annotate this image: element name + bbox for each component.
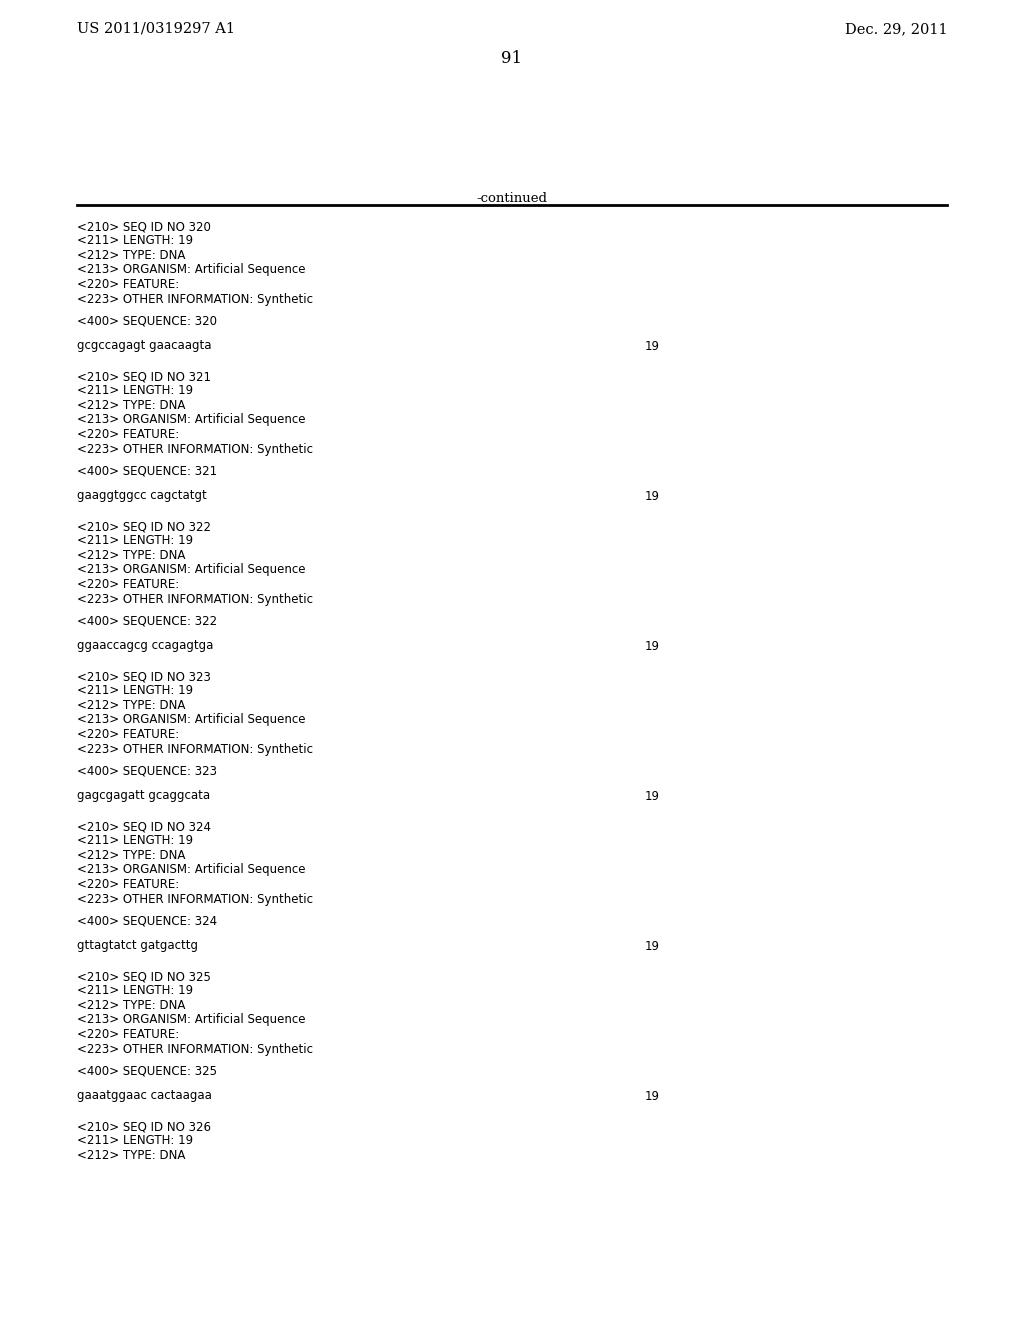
Text: <211> LENGTH: 19: <211> LENGTH: 19: [77, 685, 193, 697]
Text: <213> ORGANISM: Artificial Sequence: <213> ORGANISM: Artificial Sequence: [77, 413, 305, 426]
Text: <213> ORGANISM: Artificial Sequence: <213> ORGANISM: Artificial Sequence: [77, 264, 305, 276]
Text: 19: 19: [645, 940, 660, 953]
Text: gttagtatct gatgacttg: gttagtatct gatgacttg: [77, 940, 198, 953]
Text: <212> TYPE: DNA: <212> TYPE: DNA: [77, 1148, 185, 1162]
Text: <210> SEQ ID NO 326: <210> SEQ ID NO 326: [77, 1119, 211, 1133]
Text: <220> FEATURE:: <220> FEATURE:: [77, 878, 179, 891]
Text: US 2011/0319297 A1: US 2011/0319297 A1: [77, 22, 234, 36]
Text: <223> OTHER INFORMATION: Synthetic: <223> OTHER INFORMATION: Synthetic: [77, 892, 312, 906]
Text: gaaggtggcc cagctatgt: gaaggtggcc cagctatgt: [77, 490, 207, 503]
Text: <210> SEQ ID NO 325: <210> SEQ ID NO 325: [77, 970, 211, 983]
Text: 19: 19: [645, 339, 660, 352]
Text: <223> OTHER INFORMATION: Synthetic: <223> OTHER INFORMATION: Synthetic: [77, 293, 312, 305]
Text: <210> SEQ ID NO 322: <210> SEQ ID NO 322: [77, 520, 211, 533]
Text: <400> SEQUENCE: 322: <400> SEQUENCE: 322: [77, 615, 217, 628]
Text: 19: 19: [645, 490, 660, 503]
Text: <223> OTHER INFORMATION: Synthetic: <223> OTHER INFORMATION: Synthetic: [77, 1043, 312, 1056]
Text: <210> SEQ ID NO 323: <210> SEQ ID NO 323: [77, 671, 211, 682]
Text: gaaatggaac cactaagaa: gaaatggaac cactaagaa: [77, 1089, 212, 1102]
Text: <213> ORGANISM: Artificial Sequence: <213> ORGANISM: Artificial Sequence: [77, 1014, 305, 1027]
Text: <210> SEQ ID NO 320: <210> SEQ ID NO 320: [77, 220, 211, 234]
Text: <210> SEQ ID NO 324: <210> SEQ ID NO 324: [77, 820, 211, 833]
Text: <211> LENGTH: 19: <211> LENGTH: 19: [77, 834, 193, 847]
Text: ggaaccagcg ccagagtga: ggaaccagcg ccagagtga: [77, 639, 213, 652]
Text: -continued: -continued: [476, 191, 548, 205]
Text: <213> ORGANISM: Artificial Sequence: <213> ORGANISM: Artificial Sequence: [77, 714, 305, 726]
Text: <212> TYPE: DNA: <212> TYPE: DNA: [77, 249, 185, 261]
Text: Dec. 29, 2011: Dec. 29, 2011: [845, 22, 947, 36]
Text: <211> LENGTH: 19: <211> LENGTH: 19: [77, 384, 193, 397]
Text: <210> SEQ ID NO 321: <210> SEQ ID NO 321: [77, 370, 211, 383]
Text: <220> FEATURE:: <220> FEATURE:: [77, 279, 179, 290]
Text: <400> SEQUENCE: 320: <400> SEQUENCE: 320: [77, 315, 217, 327]
Text: gagcgagatt gcaggcata: gagcgagatt gcaggcata: [77, 789, 210, 803]
Text: <211> LENGTH: 19: <211> LENGTH: 19: [77, 985, 193, 998]
Text: <400> SEQUENCE: 321: <400> SEQUENCE: 321: [77, 465, 217, 478]
Text: <212> TYPE: DNA: <212> TYPE: DNA: [77, 999, 185, 1012]
Text: <212> TYPE: DNA: <212> TYPE: DNA: [77, 849, 185, 862]
Text: <220> FEATURE:: <220> FEATURE:: [77, 428, 179, 441]
Text: <212> TYPE: DNA: <212> TYPE: DNA: [77, 549, 185, 562]
Text: <223> OTHER INFORMATION: Synthetic: <223> OTHER INFORMATION: Synthetic: [77, 742, 312, 755]
Text: <212> TYPE: DNA: <212> TYPE: DNA: [77, 399, 185, 412]
Text: <220> FEATURE:: <220> FEATURE:: [77, 1028, 179, 1041]
Text: 19: 19: [645, 789, 660, 803]
Text: <211> LENGTH: 19: <211> LENGTH: 19: [77, 1134, 193, 1147]
Text: 19: 19: [645, 1089, 660, 1102]
Text: <400> SEQUENCE: 323: <400> SEQUENCE: 323: [77, 766, 217, 777]
Text: <211> LENGTH: 19: <211> LENGTH: 19: [77, 235, 193, 248]
Text: <220> FEATURE:: <220> FEATURE:: [77, 578, 179, 591]
Text: <220> FEATURE:: <220> FEATURE:: [77, 729, 179, 741]
Text: <212> TYPE: DNA: <212> TYPE: DNA: [77, 700, 185, 711]
Text: <213> ORGANISM: Artificial Sequence: <213> ORGANISM: Artificial Sequence: [77, 863, 305, 876]
Text: <223> OTHER INFORMATION: Synthetic: <223> OTHER INFORMATION: Synthetic: [77, 593, 312, 606]
Text: 91: 91: [502, 50, 522, 67]
Text: <400> SEQUENCE: 324: <400> SEQUENCE: 324: [77, 915, 217, 928]
Text: <213> ORGANISM: Artificial Sequence: <213> ORGANISM: Artificial Sequence: [77, 564, 305, 577]
Text: <400> SEQUENCE: 325: <400> SEQUENCE: 325: [77, 1065, 217, 1078]
Text: <223> OTHER INFORMATION: Synthetic: <223> OTHER INFORMATION: Synthetic: [77, 442, 312, 455]
Text: 19: 19: [645, 639, 660, 652]
Text: gcgccagagt gaacaagta: gcgccagagt gaacaagta: [77, 339, 211, 352]
Text: <211> LENGTH: 19: <211> LENGTH: 19: [77, 535, 193, 548]
